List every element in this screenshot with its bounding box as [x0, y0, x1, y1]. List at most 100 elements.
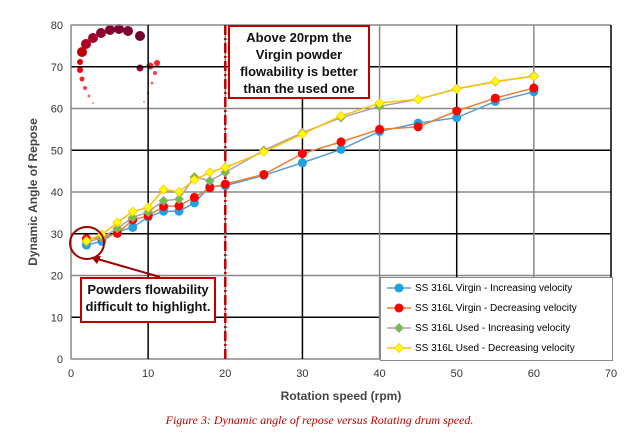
- y-tick-label: 50: [51, 145, 63, 157]
- annotation-virgin-better: Above 20rpm the Virgin powder flowabilit…: [228, 25, 370, 99]
- data-point: [81, 235, 92, 246]
- data-point: [158, 184, 169, 195]
- legend-label: SS 316L Used - Increasing velocity: [415, 322, 571, 334]
- data-point: [204, 175, 215, 186]
- data-point: [128, 222, 138, 232]
- y-axis-label: Dynamic Angle of Repose: [26, 118, 40, 266]
- data-point: [205, 183, 215, 193]
- logo-dot: [87, 94, 91, 98]
- series-4: [81, 71, 539, 246]
- data-point: [174, 194, 184, 205]
- x-tick-label: 20: [219, 368, 231, 380]
- data-point: [490, 76, 501, 87]
- data-point: [259, 169, 269, 179]
- data-point: [143, 202, 154, 213]
- series-line: [86, 75, 534, 242]
- legend-item: SS 316L Used - Decreasing velocity: [381, 338, 612, 358]
- logo-dot: [150, 81, 154, 85]
- logo-dot: [114, 24, 124, 34]
- series-line: [86, 91, 535, 246]
- data-point: [297, 158, 307, 168]
- legend-marker: [387, 323, 411, 333]
- data-point: [490, 93, 500, 103]
- logo-dot: [153, 71, 157, 75]
- data-point: [374, 98, 385, 109]
- legend-item: SS 316L Used - Increasing velocity: [381, 318, 612, 338]
- y-tick-label: 70: [51, 62, 63, 74]
- data-point: [451, 83, 462, 94]
- data-point: [220, 179, 230, 189]
- logo-dot: [77, 47, 87, 57]
- legend-label: SS 316L Virgin - Decreasing velocity: [415, 302, 577, 314]
- logo-dot: [88, 33, 98, 43]
- series-line: [86, 87, 535, 240]
- legend-marker: [387, 283, 411, 293]
- data-point: [452, 113, 462, 123]
- data-point: [413, 94, 424, 105]
- data-point: [413, 122, 423, 132]
- y-tick-label: 10: [51, 312, 63, 324]
- callout-arrow: [93, 257, 161, 278]
- y-tick-label: 30: [51, 229, 63, 241]
- series-1: [81, 87, 539, 250]
- logo-dot: [92, 102, 94, 104]
- data-point: [204, 167, 215, 178]
- y-tick-label: 20: [51, 271, 63, 283]
- data-point: [158, 195, 169, 206]
- x-tick-label: 40: [373, 368, 385, 380]
- data-point: [528, 71, 539, 82]
- data-point: [258, 146, 269, 157]
- x-tick-label: 30: [296, 368, 308, 380]
- data-point: [220, 162, 231, 173]
- callout-circle: [69, 226, 105, 260]
- y-tick-label: 80: [51, 20, 63, 32]
- series-2: [81, 83, 539, 244]
- x-tick-label: 60: [528, 368, 540, 380]
- series-line: [86, 75, 534, 243]
- x-tick-label: 50: [451, 368, 463, 380]
- logo-dot: [136, 64, 144, 72]
- data-point: [112, 228, 122, 238]
- data-point: [159, 202, 169, 212]
- data-point: [174, 201, 184, 211]
- data-point: [112, 217, 123, 228]
- logo-dot: [143, 101, 145, 103]
- logo-dot: [79, 76, 85, 82]
- y-tick-label: 60: [51, 104, 63, 116]
- figure-caption: Figure 3: Dynamic angle of repose versus…: [165, 413, 474, 427]
- y-tick-label: 40: [51, 187, 63, 199]
- logo-dot: [81, 39, 91, 49]
- x-tick-label: 0: [68, 368, 74, 380]
- annotation-difficult: Powders flowability difficult to highlig…: [80, 277, 216, 323]
- data-point: [189, 192, 199, 202]
- y-tick-label: 0: [57, 354, 63, 366]
- logo-dot: [135, 31, 145, 41]
- data-point: [529, 83, 539, 93]
- data-point: [127, 206, 138, 217]
- legend-item: SS 316L Virgin - Decreasing velocity: [381, 298, 612, 318]
- legend-marker: [387, 303, 411, 313]
- callout-arrowhead: [91, 256, 101, 264]
- data-point: [112, 223, 123, 234]
- data-point: [127, 212, 138, 223]
- data-point: [220, 167, 231, 178]
- legend-item: SS 316L Virgin - Increasing velocity: [381, 278, 612, 298]
- data-point: [375, 124, 385, 134]
- legend-label: SS 316L Used - Decreasing velocity: [415, 342, 575, 354]
- logo-dot: [83, 86, 87, 90]
- logo-dot: [105, 25, 115, 35]
- annotation-text: Powders flowability difficult to highlig…: [85, 282, 211, 314]
- data-point: [336, 144, 346, 154]
- logo-dot: [77, 67, 83, 73]
- legend-label: SS 316L Virgin - Increasing velocity: [415, 282, 573, 294]
- logo-dot: [154, 60, 160, 66]
- legend: SS 316L Virgin - Increasing velocity SS 3…: [380, 277, 613, 361]
- data-point: [452, 106, 462, 116]
- data-point: [336, 111, 346, 122]
- x-tick-label: 70: [605, 368, 617, 380]
- legend-marker: [387, 343, 411, 353]
- data-point: [189, 174, 200, 185]
- x-tick-label: 10: [142, 368, 154, 380]
- data-point: [336, 137, 346, 147]
